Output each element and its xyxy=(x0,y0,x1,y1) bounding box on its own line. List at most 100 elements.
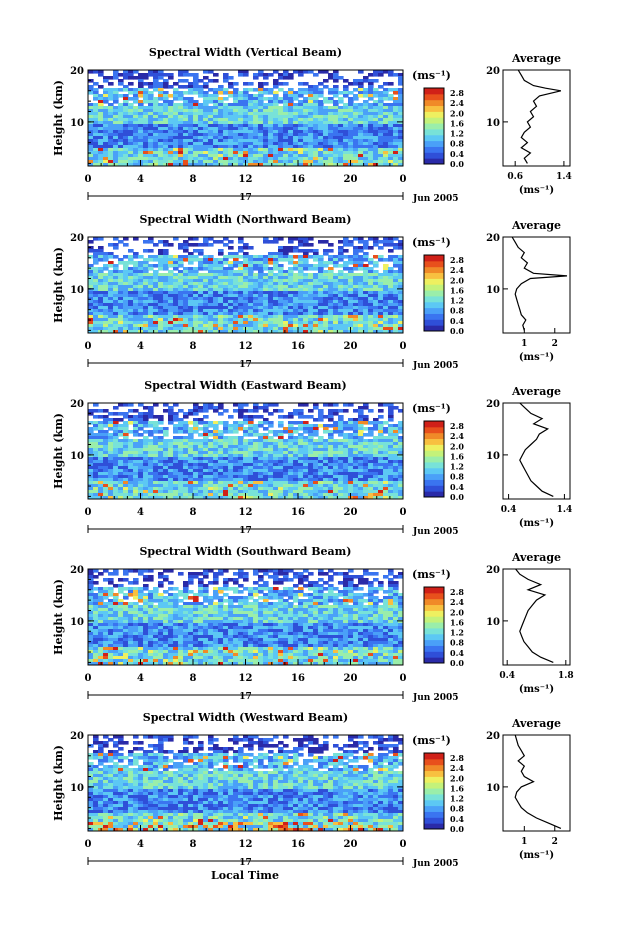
heatmap-cell xyxy=(138,475,144,479)
heatmap-cell xyxy=(323,445,329,449)
heatmap-cell xyxy=(288,427,294,431)
heatmap-cell xyxy=(138,481,144,485)
heatmap-cell xyxy=(318,70,324,74)
heatmap-cell xyxy=(173,109,179,113)
heatmap-cell xyxy=(113,472,119,476)
heatmap-cell xyxy=(208,457,214,461)
heatmap-cell xyxy=(343,79,349,83)
heatmap-cell xyxy=(203,324,209,328)
heatmap-cell xyxy=(278,315,284,319)
heatmap-cell xyxy=(248,421,254,425)
heatmap-cell xyxy=(308,133,314,137)
heatmap-cell xyxy=(168,285,174,289)
heatmap-cell xyxy=(353,279,359,283)
heatmap-cell xyxy=(98,427,104,431)
heatmap-cell xyxy=(123,421,129,425)
heatmap-cell xyxy=(188,457,194,461)
heatmap-cell xyxy=(228,163,234,166)
heatmap-cell xyxy=(108,163,114,166)
heatmap-cell xyxy=(263,318,269,322)
heatmap-cell xyxy=(183,294,189,298)
heatmap-cell xyxy=(133,415,139,419)
heatmap-cell xyxy=(193,300,199,304)
heatmap-cell xyxy=(213,100,219,104)
heatmap-cell xyxy=(248,157,254,161)
heatmap-cell xyxy=(303,106,309,110)
heatmap-cell xyxy=(248,306,254,310)
heatmap-cell xyxy=(123,270,129,274)
heatmap-cell xyxy=(193,406,199,410)
heatmap-cell xyxy=(103,415,109,419)
heatmap-cell xyxy=(293,315,299,319)
heatmap-cell xyxy=(183,463,189,467)
heatmap-cell xyxy=(388,115,394,119)
heatmap-cell xyxy=(263,309,269,313)
heatmap-cell xyxy=(158,457,164,461)
heatmap-cell xyxy=(178,478,184,482)
heatmap-cell xyxy=(333,472,339,476)
heatmap-cell xyxy=(368,312,374,316)
heatmap-cell xyxy=(298,124,304,128)
heatmap-cell xyxy=(238,409,244,413)
heatmap-cell xyxy=(198,291,204,295)
heatmap-cell xyxy=(128,106,134,110)
heatmap-cell xyxy=(108,243,114,247)
heatmap-cell xyxy=(268,460,274,464)
heatmap-cell xyxy=(113,439,119,443)
heatmap-cell xyxy=(378,100,384,104)
heatmap-cell xyxy=(393,442,399,446)
heatmap-cell xyxy=(178,106,184,110)
heatmap-cell xyxy=(293,454,299,458)
heatmap-cell xyxy=(253,267,259,271)
heatmap-cell xyxy=(318,276,324,280)
heatmap-cell xyxy=(318,330,324,333)
heatmap-cell xyxy=(308,445,314,449)
heatmap-cell xyxy=(343,85,349,89)
heatmap-cell xyxy=(298,409,304,413)
heatmap-cell xyxy=(163,481,169,485)
heatmap-cell xyxy=(138,282,144,286)
heatmap-cell xyxy=(118,439,124,443)
heatmap-cell xyxy=(133,109,139,113)
heatmap-cell xyxy=(223,306,229,310)
heatmap-cell xyxy=(308,157,314,161)
heatmap-cell xyxy=(353,103,359,107)
heatmap-cell xyxy=(333,330,339,333)
colorbar-segment xyxy=(424,278,444,285)
heatmap-cell xyxy=(298,157,304,161)
heatmap-cell xyxy=(293,124,299,128)
heatmap-cell xyxy=(373,306,379,310)
heatmap-cell xyxy=(223,279,229,283)
heatmap-cell xyxy=(103,288,109,292)
heatmap-cell xyxy=(348,300,354,304)
heatmap-cell xyxy=(193,460,199,464)
heatmap-cell xyxy=(358,309,364,313)
heatmap-cell xyxy=(323,309,329,313)
heatmap-cell xyxy=(393,255,399,259)
heatmap-cell xyxy=(133,106,139,110)
heatmap-cell xyxy=(313,115,319,119)
heatmap-cell xyxy=(188,294,194,298)
heatmap-cell xyxy=(198,297,204,301)
heatmap-cell xyxy=(398,463,403,467)
heatmap-cell xyxy=(188,475,194,479)
heatmap-cell xyxy=(258,318,264,322)
heatmap-cell xyxy=(298,294,304,298)
heatmap-cell xyxy=(273,258,279,262)
heatmap-cell xyxy=(148,478,154,482)
heatmap-cell xyxy=(238,472,244,476)
heatmap-cell xyxy=(203,315,209,319)
heatmap-cell xyxy=(308,85,314,89)
heatmap-cell xyxy=(253,442,259,446)
heatmap-cell xyxy=(213,88,219,92)
heatmap-cell xyxy=(118,306,124,310)
heatmap-cell xyxy=(328,403,334,407)
heatmap-cell xyxy=(358,466,364,470)
heatmap-cell xyxy=(238,330,244,333)
heatmap-cell xyxy=(153,163,159,166)
heatmap-cell xyxy=(213,469,219,473)
heatmap-cell xyxy=(243,151,249,155)
heatmap-cell xyxy=(313,433,319,437)
heatmap-cell xyxy=(253,136,259,140)
heatmap-cell xyxy=(253,100,259,104)
